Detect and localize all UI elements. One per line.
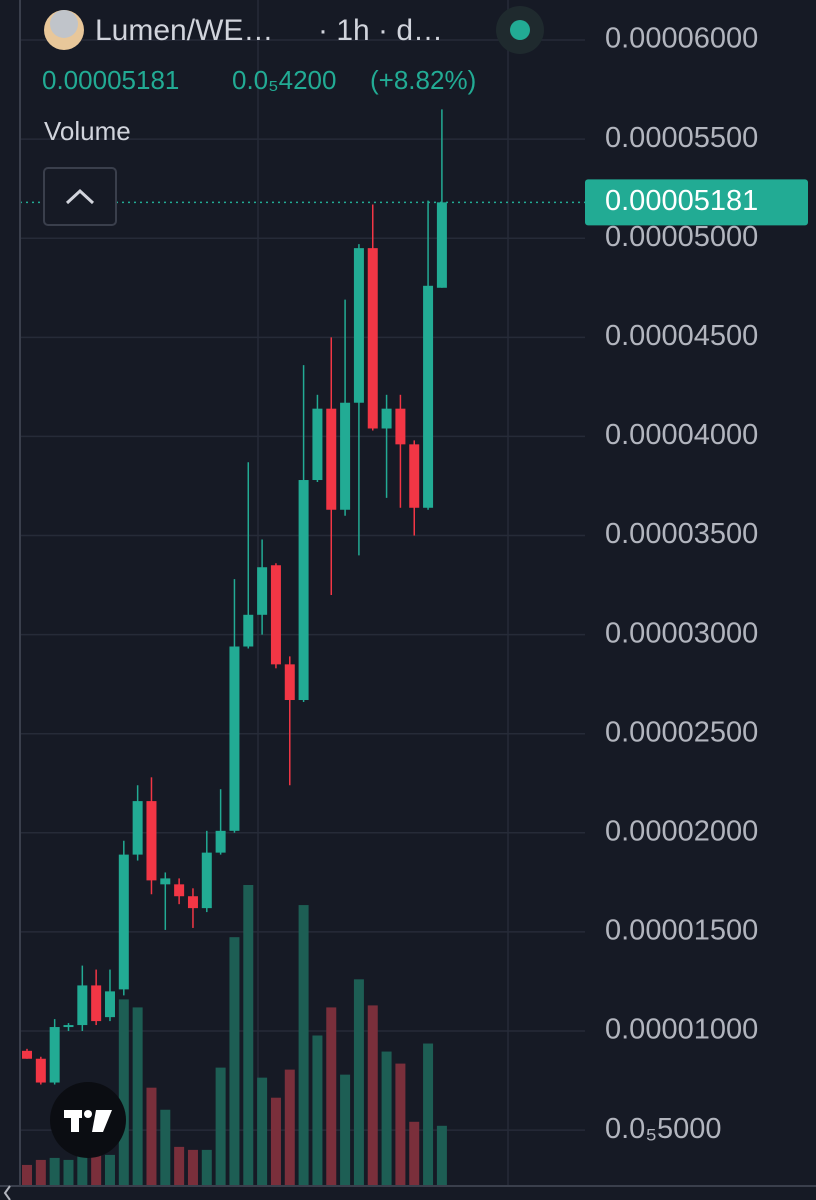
candle-body [395,408,406,445]
volume-bar [312,1035,323,1185]
y-tick-label: 0.00004500 [605,320,758,352]
candle-body [340,402,351,510]
change-pct: (+8.82%) [370,65,476,95]
candle-body [423,285,434,508]
volume-bar [174,1146,185,1185]
y-tick-label: 0.00005000 [605,221,758,253]
y-tick-label: 0.00003500 [605,518,758,550]
candle-body [381,408,392,429]
volume-bar [146,1087,157,1185]
volume-bar [63,1159,74,1185]
y-tick-label: 0.00004000 [605,419,758,451]
y-tick-label: 0.00006000 [605,23,758,55]
chevron-up [65,188,95,205]
symbol-icon-shade [50,10,78,38]
candle-body [353,248,364,403]
y-tick-label: 0.0₅5000 [605,1113,722,1145]
candle-body [187,896,198,909]
candle-body [146,801,157,881]
volume-bar [353,979,364,1185]
candle-body [77,985,88,1026]
volume-bar [160,1109,171,1185]
candle-body [298,480,309,701]
volume-bar [118,999,129,1185]
logo-part [71,1110,79,1132]
y-tick-label: 0.00005500 [605,122,758,154]
y-tick-label: 0.00003000 [605,617,758,649]
candle-body [132,801,143,855]
candle-body [104,991,115,1018]
candle-body [174,884,185,897]
candle-body [49,1027,60,1083]
candle-body [201,852,212,909]
candle-body [229,646,240,831]
candle-body [312,408,323,481]
status-dot [510,20,530,40]
y-axis: 0.00006000 0.00005500 0.00005000 0.00004500… [585,23,808,1145]
candle-body [284,664,295,701]
candle-body [270,565,281,665]
volume-bar [423,1043,434,1185]
change: 0.0₅4200 [232,65,336,95]
symbol[interactable]: Lumen/WE… [95,14,273,47]
price-label-box [585,179,808,226]
y-tick-label: 0.00002000 [605,815,758,847]
volume-bar [395,1063,406,1185]
collapse-button[interactable] [43,167,117,226]
volume-bar [284,1069,295,1185]
volume-bar [298,905,309,1185]
candle-body [243,614,254,647]
volume-bar [35,1159,46,1185]
candle-body [118,854,129,990]
price-label: 0.00005181 [605,185,758,217]
interval[interactable]: · 1h · d… [318,14,443,47]
candle-body [215,830,226,853]
price: 0.00005181 [42,65,179,95]
tv-logo [50,1082,126,1158]
volume-bar [104,1154,115,1185]
y-tick-label: 0.00001500 [605,915,758,947]
volume-label: Volume [44,116,131,146]
volume-bar [132,1007,143,1185]
candle-body [436,202,447,288]
logo-circle [50,1082,126,1158]
volume-bar [49,1157,60,1185]
plot [20,109,585,1185]
volume-bar [91,1149,102,1185]
volume-bar [187,1149,198,1185]
logo-part [92,1110,112,1132]
candle-body [326,408,337,510]
candle-body [63,1025,74,1028]
y-tick-label: 0.00001000 [605,1014,758,1046]
volume-bar [201,1149,212,1185]
volume-bar [381,1051,392,1185]
volume-bar [367,1005,378,1185]
volume-bar [229,937,240,1185]
volume-bar [22,1164,32,1185]
candle-body [367,248,378,429]
volume-bar [340,1074,351,1185]
y-tick-label: 0.00002500 [605,716,758,748]
candle-body [22,1050,32,1059]
candle-body [91,985,102,1022]
candle-body [257,567,268,615]
scroll-arrow[interactable] [3,1185,11,1200]
volume-bar [243,885,254,1185]
volume-bar [409,1121,420,1185]
volume-bar [270,1097,281,1185]
logo-part [84,1110,92,1118]
volume-bar [257,1077,268,1185]
volume-bar [436,1125,447,1185]
volume-bar [77,1154,88,1185]
candle-body [409,444,420,508]
candle-body [160,878,171,885]
volume-bar [215,1067,226,1185]
volume-bar [326,1007,337,1185]
candle-body [35,1058,46,1083]
